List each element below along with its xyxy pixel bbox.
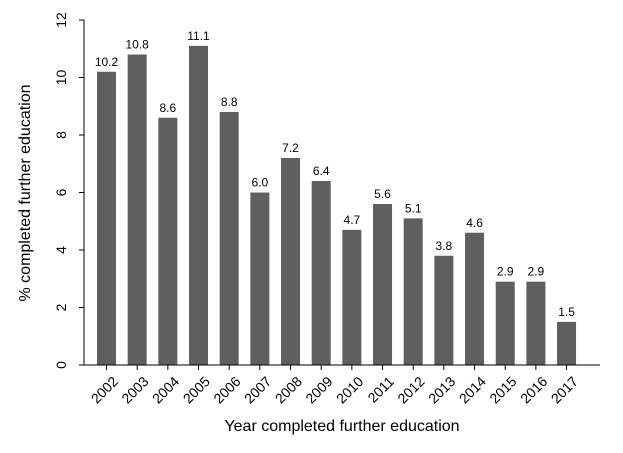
bar-2016 (526, 281, 546, 366)
bar-2017 (557, 321, 577, 366)
value-label-2002: 10.2 (95, 55, 119, 69)
y-tick-label-2: 2 (53, 303, 69, 311)
value-label-2007: 6.0 (252, 176, 269, 190)
x-tick-label-2013: 2013 (425, 373, 458, 406)
bars-group (97, 45, 577, 366)
y-axis-title: % completed further education (17, 84, 34, 301)
bar-2007 (250, 192, 270, 365)
x-tick-label-2010: 2010 (333, 373, 366, 406)
value-label-2005: 11.1 (187, 29, 210, 43)
x-tick-label-2007: 2007 (241, 373, 274, 406)
value-label-2015: 2.9 (497, 265, 514, 279)
y-tick-label-0: 0 (53, 361, 69, 369)
x-tick-label-2005: 2005 (180, 373, 213, 406)
x-axis: 2002200320042005200620072008200920102011… (88, 365, 581, 407)
bar-2002 (97, 71, 116, 365)
value-label-2017: 1.5 (558, 305, 575, 319)
value-label-2013: 3.8 (436, 239, 453, 253)
x-tick-label-2008: 2008 (272, 373, 305, 406)
bar-2014 (465, 232, 485, 365)
bar-2005 (189, 45, 209, 366)
x-tick-label-2006: 2006 (210, 373, 243, 406)
value-label-2008: 7.2 (282, 141, 299, 155)
x-tick-label-2017: 2017 (548, 373, 581, 406)
y-tick-label-4: 4 (53, 246, 69, 254)
bar-2011 (373, 204, 393, 365)
bar-2015 (495, 281, 515, 366)
value-labels-group: 10.2 10.8 8.6 11.1 8.8 6.0 7.2 6.4 4.7 5.6 5.1 3.8 4… (95, 29, 575, 319)
bar-2004 (158, 117, 178, 365)
bar-2010 (342, 229, 362, 366)
value-label-2004: 8.6 (159, 101, 176, 115)
y-tick-label-8: 8 (53, 131, 69, 139)
value-label-2003: 10.8 (125, 38, 149, 52)
x-tick-label-2015: 2015 (486, 373, 519, 406)
bar-2013 (434, 255, 454, 365)
bar-2006 (219, 112, 239, 365)
value-label-2011: 5.6 (374, 187, 391, 201)
bar-2009 (311, 181, 331, 365)
x-tick-label-2011: 2011 (364, 373, 397, 406)
x-tick-label-2014: 2014 (456, 373, 489, 406)
x-tick-label-2012: 2012 (394, 373, 427, 406)
value-label-2012: 5.1 (405, 201, 422, 215)
x-tick-label-2003: 2003 (118, 373, 151, 406)
bar-2012 (403, 218, 423, 366)
value-label-2006: 8.8 (221, 95, 238, 109)
bar-2008 (281, 158, 301, 365)
x-tick-label-2009: 2009 (302, 373, 335, 406)
y-tick-label-12: 12 (53, 12, 69, 28)
x-axis-title: Year completed further education (224, 418, 459, 435)
y-axis: 0 2 4 6 8 10 12 (53, 12, 84, 369)
value-label-2014: 4.6 (466, 216, 483, 230)
bar-2003 (127, 54, 147, 365)
value-label-2009: 6.4 (313, 164, 330, 178)
value-label-2016: 2.9 (528, 265, 545, 279)
y-tick-label-10: 10 (53, 70, 69, 86)
value-label-2010: 4.7 (344, 213, 361, 227)
x-tick-label-2002: 2002 (88, 373, 121, 406)
x-tick-label-2004: 2004 (149, 373, 182, 406)
y-tick-label-6: 6 (53, 188, 69, 196)
x-tick-label-2016: 2016 (517, 373, 550, 406)
